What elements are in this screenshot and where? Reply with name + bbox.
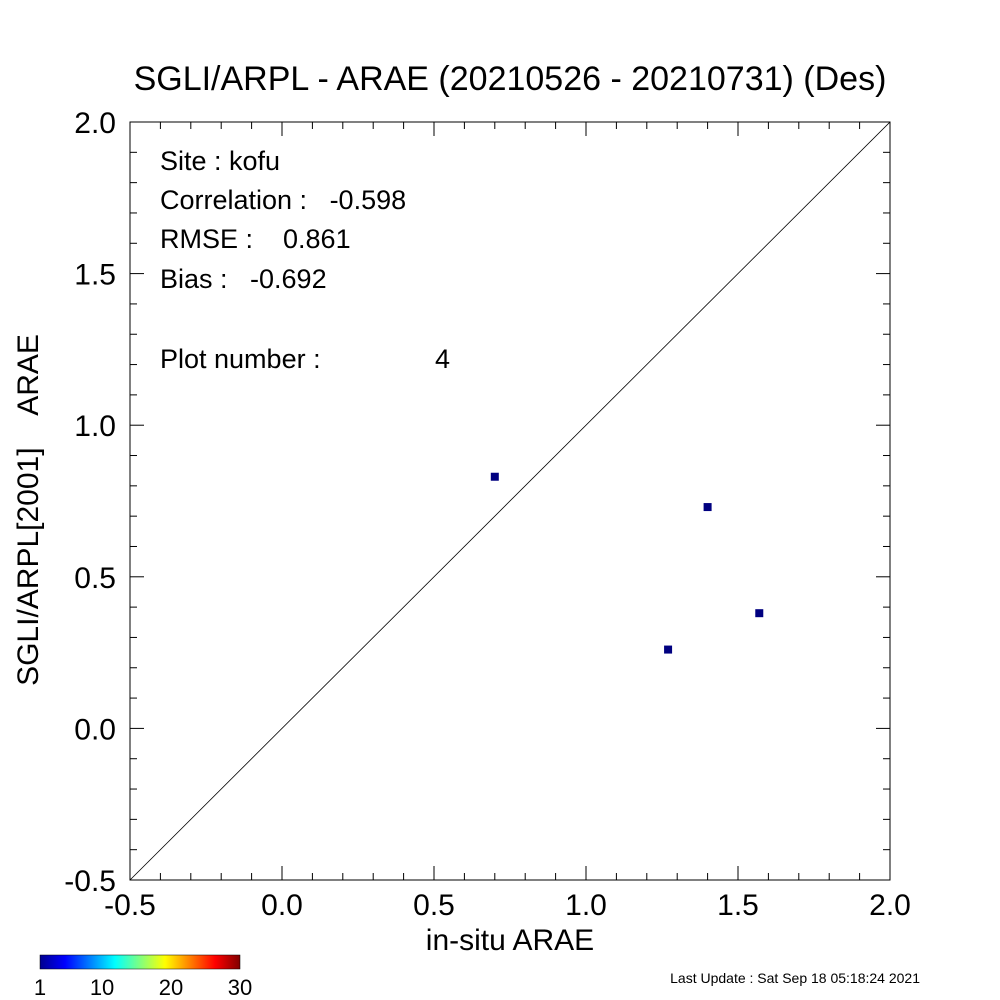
stat-plot-number-value: 4 <box>435 344 450 374</box>
x-tick-label: 0.0 <box>261 889 303 922</box>
data-point <box>490 472 499 481</box>
y-tick-label: 1.0 <box>74 410 116 443</box>
y-tick-label: 0.5 <box>74 562 116 595</box>
one-to-one-line <box>129 121 891 881</box>
stat-site: Site : kofu <box>160 146 280 176</box>
y-tick-label: 1.5 <box>74 259 116 292</box>
x-axis-label: in-situ ARAE <box>426 924 594 957</box>
last-update-text: Last Update : Sat Sep 18 05:18:24 2021 <box>670 970 920 986</box>
x-tick-label: -0.5 <box>104 889 156 922</box>
x-tick-label: 1.0 <box>565 889 607 922</box>
colorbar-tick-label: 30 <box>228 975 252 1000</box>
stat-plot-number-label: Plot number : <box>160 344 321 374</box>
data-point <box>755 609 764 618</box>
y-axis-label: SGLI/ARPL[2001] ARAE <box>12 334 45 686</box>
stats-box: Site : kofu Correlation : -0.598 RMSE : … <box>160 146 450 374</box>
chart-title: SGLI/ARPL - ARAE (20210526 - 20210731) (… <box>134 60 887 98</box>
axis-ticks <box>129 121 891 881</box>
y-tick-label: 0.0 <box>74 713 116 746</box>
colorbar-ticks: 1 10 20 30 <box>34 975 252 1000</box>
x-tick-label: 1.5 <box>717 889 759 922</box>
stat-correlation: Correlation : -0.598 <box>160 185 406 215</box>
x-tick-labels: -0.5 0.0 0.5 1.0 1.5 2.0 <box>104 889 911 922</box>
data-point <box>664 645 673 654</box>
x-tick-label: 0.5 <box>413 889 455 922</box>
data-points <box>490 472 764 654</box>
plot-frame <box>129 121 891 881</box>
colorbar <box>39 954 241 970</box>
data-point <box>703 503 712 512</box>
y-tick-label: -0.5 <box>64 865 116 898</box>
colorbar-tick-label: 20 <box>159 975 183 1000</box>
colorbar-tick-label: 10 <box>90 975 114 1000</box>
stat-rmse: RMSE : 0.861 <box>160 224 351 254</box>
y-tick-label: 2.0 <box>74 107 116 140</box>
stat-bias: Bias : -0.692 <box>160 264 327 294</box>
x-tick-label: 2.0 <box>869 889 911 922</box>
colorbar-tick-label: 1 <box>34 975 46 1000</box>
y-tick-labels: -0.5 0.0 0.5 1.0 1.5 2.0 <box>64 107 116 898</box>
